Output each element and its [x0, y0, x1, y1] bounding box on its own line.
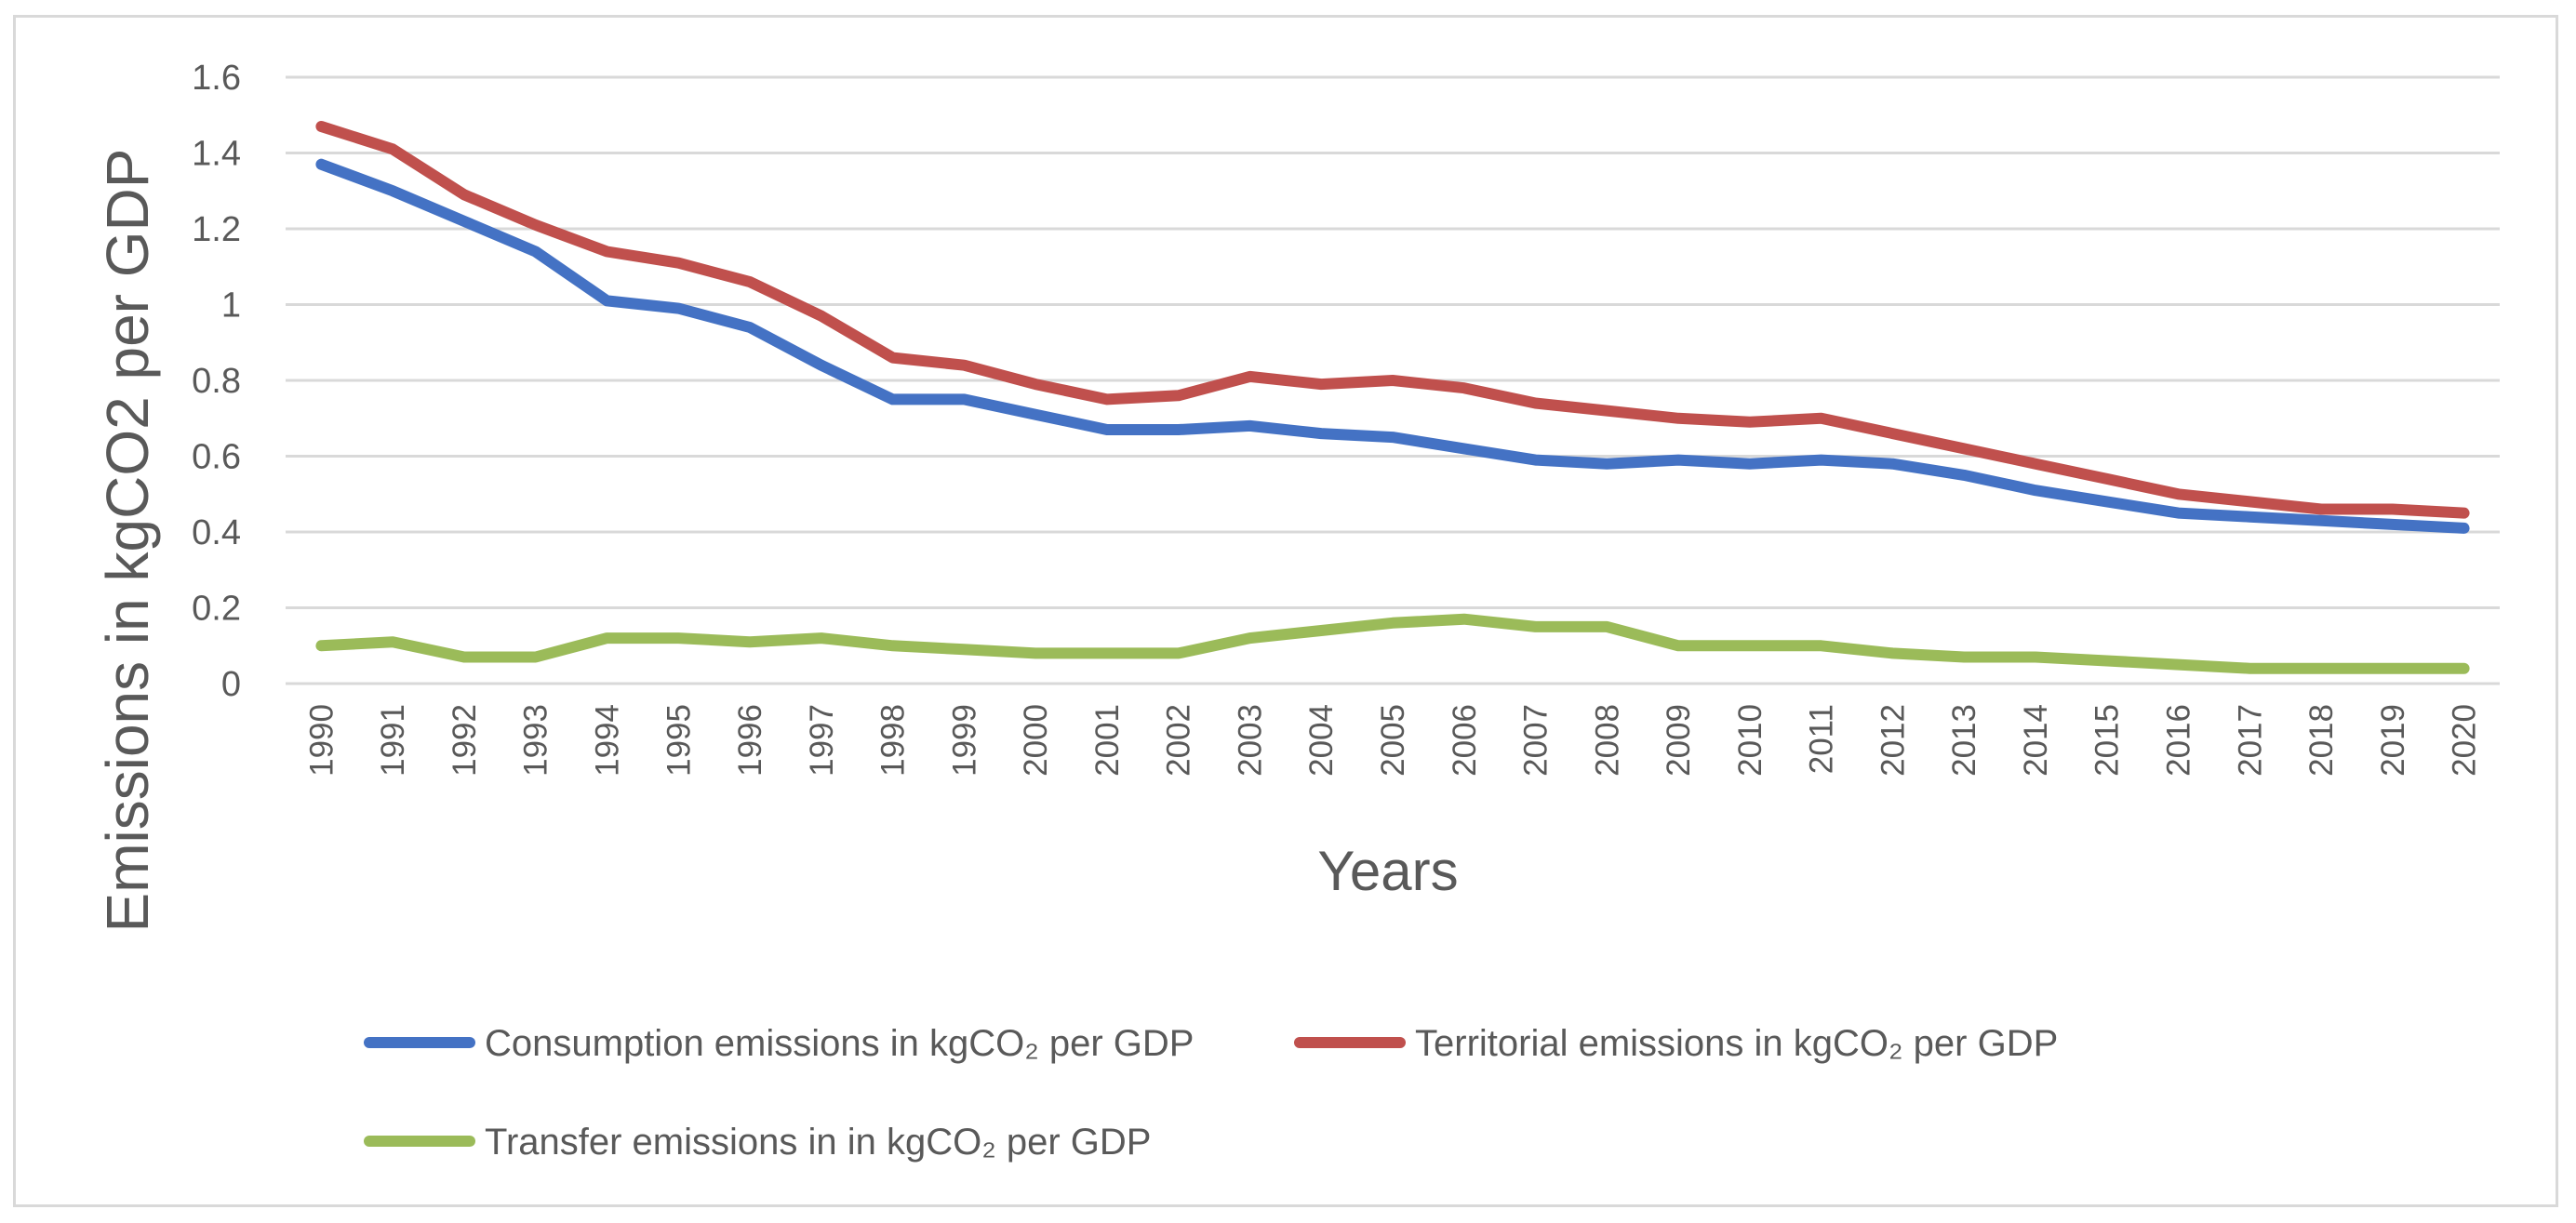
legend-item-3: Transfer emissions in in kgCO₂ per GDP: [364, 1122, 1151, 1163]
x-tick-label: 2015: [2089, 704, 2126, 777]
x-tick-label: 2001: [1089, 704, 1126, 777]
y-tick-label: 1.6: [192, 59, 241, 98]
legend-item-1: Consumption emissions in kgCO₂ per GDP: [364, 1023, 1194, 1064]
x-tick-label: 1992: [447, 704, 483, 777]
x-tick-label: 2014: [2018, 704, 2054, 777]
x-tick-label: 2013: [1946, 704, 1982, 777]
x-axis-ticks: 1990 1991 1992 1993 1994 1995 1996 1997 1998 1999…: [303, 704, 2482, 777]
line-chart: 0 0.2 0.4 0.6 0.8 1 1.2 1.4 1.6 1990 1991 1992 1993…: [94, 59, 2500, 1163]
x-tick-label: 1991: [375, 704, 411, 777]
y-axis-ticks: 0 0.2 0.4 0.6 0.8 1 1.2 1.4 1.6: [192, 59, 241, 704]
legend: Consumption emissions in kgCO₂ per GDP Te…: [364, 1023, 2058, 1163]
x-tick-label: 1994: [589, 704, 625, 777]
x-tick-label: 2017: [2232, 704, 2268, 777]
x-tick-label: 2008: [1589, 704, 1625, 777]
x-tick-label: 1999: [946, 704, 982, 777]
legend-label: Transfer emissions in in kgCO₂ per GDP: [485, 1122, 1151, 1163]
y-tick-label: 1.2: [192, 210, 241, 249]
y-tick-label: 1: [221, 286, 241, 326]
y-axis-title: Emissions in kgCO2 per GDP: [94, 149, 161, 933]
x-tick-label: 2018: [2303, 704, 2340, 777]
x-tick-label: 2006: [1447, 704, 1483, 777]
x-tick-label: 2009: [1661, 704, 1697, 777]
x-tick-label: 2012: [1875, 704, 1911, 777]
series-line-3: [315, 613, 2470, 674]
y-tick-label: 0.8: [192, 362, 241, 401]
x-tick-label: 2016: [2161, 704, 2197, 777]
x-tick-label: 2003: [1232, 704, 1268, 777]
x-tick-label: 2004: [1303, 704, 1340, 777]
x-tick-label: 2000: [1018, 704, 1054, 777]
series-line-1: [315, 158, 2470, 534]
legend-label: Consumption emissions in kgCO₂ per GDP: [485, 1023, 1194, 1064]
x-tick-label: 2005: [1375, 704, 1411, 777]
x-tick-label: 1998: [875, 704, 912, 777]
x-tick-label: 1997: [804, 704, 840, 777]
y-tick-label: 0.4: [192, 513, 241, 552]
y-tick-label: 0.6: [192, 438, 241, 477]
y-tick-label: 0: [221, 665, 241, 704]
series-lines: [315, 121, 2470, 674]
x-tick-label: 1990: [303, 704, 340, 777]
x-tick-label: 2011: [1804, 704, 1840, 774]
x-tick-label: 2020: [2447, 704, 2483, 777]
legend-item-2: Territorial emissions in kgCO₂ per GDP: [1294, 1023, 2058, 1064]
x-tick-label: 1993: [518, 704, 554, 777]
x-tick-label: 2019: [2375, 704, 2411, 777]
chart-frame: 0 0.2 0.4 0.6 0.8 1 1.2 1.4 1.6 1990 1991 1992 1993…: [13, 15, 2558, 1207]
x-tick-label: 2002: [1161, 704, 1197, 777]
x-tick-label: 1996: [732, 704, 768, 777]
x-tick-label: 2010: [1732, 704, 1768, 777]
series-line-2: [315, 121, 2470, 519]
y-tick-label: 1.4: [192, 135, 241, 174]
legend-label: Territorial emissions in kgCO₂ per GDP: [1415, 1023, 2058, 1064]
x-axis-title: Years: [1317, 840, 1458, 902]
x-tick-label: 1995: [661, 704, 697, 777]
y-tick-label: 0.2: [192, 590, 241, 629]
x-tick-label: 2007: [1518, 704, 1555, 777]
